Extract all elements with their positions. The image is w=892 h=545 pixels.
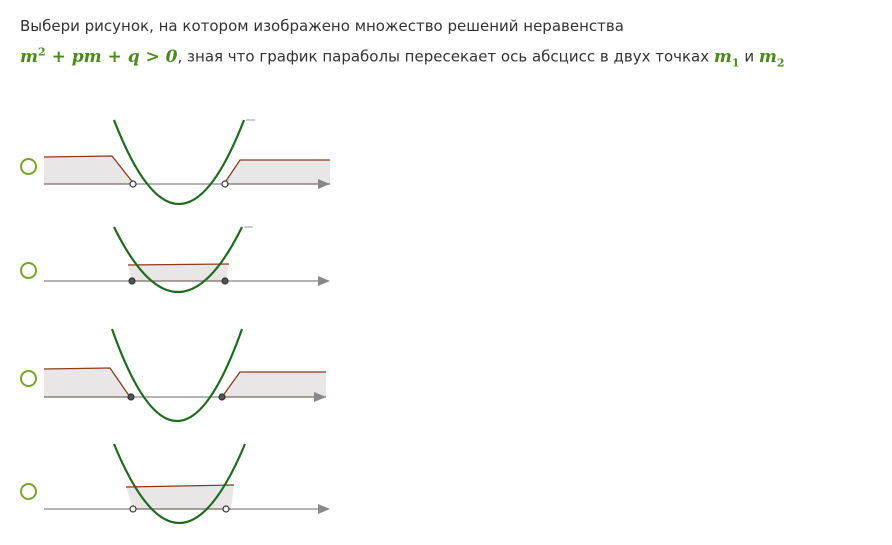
root-point-m2	[222, 505, 230, 513]
radio-button-option-2[interactable]	[20, 262, 37, 279]
root-m1: m1	[713, 46, 740, 70]
solution-graph-option-3	[44, 328, 326, 422]
solution-graph-option-2	[44, 226, 330, 294]
radio-button-option-3[interactable]	[20, 370, 37, 387]
root-point-m1	[129, 505, 137, 513]
root-point-m1	[127, 393, 135, 401]
root-m1-sub: 1	[731, 56, 740, 70]
shaded-region-right	[224, 160, 330, 184]
shaded-region-left-edge	[44, 367, 131, 398]
root-point-m2	[221, 277, 229, 285]
solution-graph-option-4	[44, 443, 330, 524]
root-point-m1	[129, 180, 137, 188]
shaded-region-left-edge	[44, 155, 135, 185]
solution-graph-option-1	[44, 119, 330, 205]
shaded-region-middle	[126, 485, 234, 509]
x-axis-arrow	[318, 179, 330, 189]
x-axis-arrow	[318, 276, 330, 286]
expr-power: 2	[38, 45, 46, 58]
parabola-curve	[113, 226, 243, 294]
root-point-m2	[221, 180, 229, 188]
question-line-1: Выбери рисунок, на котором изображено мн…	[20, 17, 624, 35]
shaded-region-right-edge	[221, 371, 326, 398]
inequality-expression: m2 + pm + q > 0	[20, 45, 178, 67]
root-point-m1	[128, 277, 136, 285]
question-line-2: m2 + pm + q > 0, зная что график парабол…	[20, 39, 880, 76]
expr-var-m: m	[20, 46, 38, 67]
x-axis-arrow	[314, 392, 326, 402]
shaded-region-right-edge	[223, 159, 330, 185]
answer-option-2[interactable]	[18, 225, 348, 315]
radio-button-option-4[interactable]	[20, 483, 37, 500]
root-m2-letter: m	[758, 46, 777, 67]
root-m2: m2	[758, 46, 785, 70]
x-axis-arrow	[318, 504, 330, 514]
radio-button-option-1[interactable]	[20, 158, 37, 175]
question-text: Выбери рисунок, на котором изображено мн…	[20, 13, 880, 76]
answer-option-1[interactable]	[18, 118, 348, 208]
question-mid-text: , зная что график параболы пересекает ос…	[177, 47, 714, 66]
root-m1-letter: m	[713, 46, 732, 67]
shaded-region-top	[127, 263, 230, 266]
parabola-curve	[112, 443, 247, 524]
shaded-region-left	[44, 156, 134, 184]
root-m2-sub: 2	[776, 56, 785, 70]
parabola-curve	[112, 119, 246, 205]
parabola-curve	[110, 328, 244, 422]
shaded-region-left	[44, 368, 130, 397]
answer-option-4[interactable]	[18, 442, 348, 532]
shaded-region-top	[125, 484, 235, 488]
answer-option-3[interactable]	[18, 327, 348, 422]
root-point-m2	[218, 393, 226, 401]
shaded-region-middle	[128, 264, 229, 281]
shaded-region-right	[222, 372, 326, 397]
question-and-text: и	[739, 47, 759, 66]
expr-rest: + pm + q > 0	[45, 46, 178, 67]
